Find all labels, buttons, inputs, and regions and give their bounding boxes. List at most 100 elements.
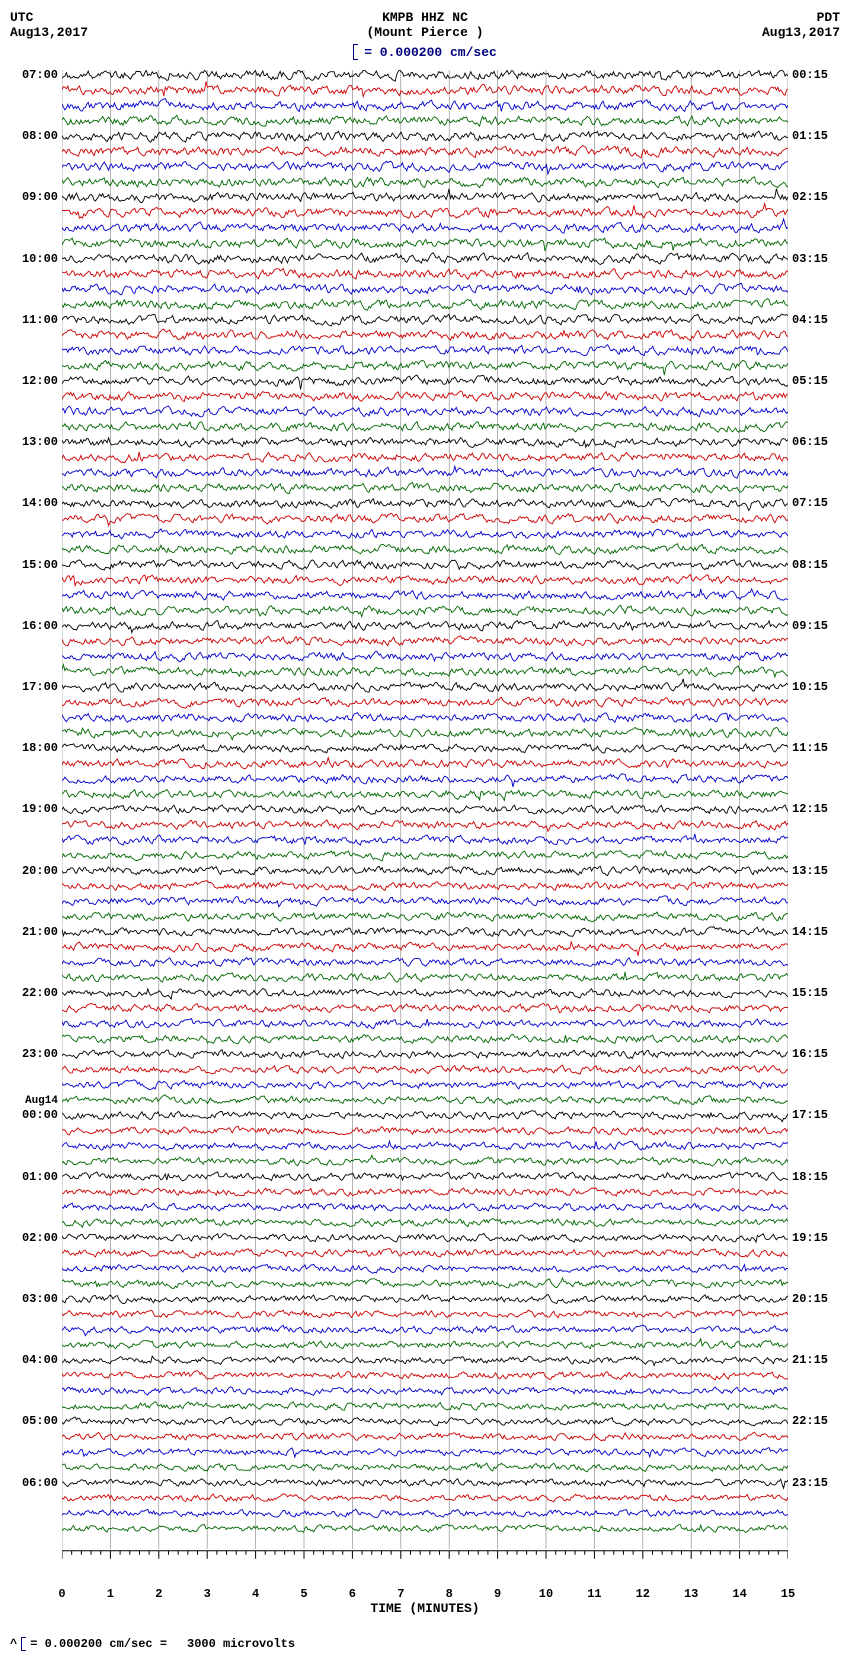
- pdt-hour: 13:15: [792, 865, 828, 877]
- seismic-trace: [62, 314, 788, 326]
- seismic-trace: [62, 466, 788, 478]
- utc-hour: 11:00: [22, 314, 58, 326]
- seismic-trace: [62, 896, 788, 907]
- seismic-trace: [62, 1233, 788, 1242]
- pdt-hour: 18:15: [792, 1171, 828, 1183]
- x-axis-title: TIME (MINUTES): [370, 1601, 479, 1616]
- x-tick: 10: [539, 1587, 553, 1601]
- pdt-hour: 11:15: [792, 742, 828, 754]
- footer-text-1: = 0.000200 cm/sec =: [30, 1637, 167, 1651]
- x-tick: 11: [587, 1587, 601, 1601]
- seismic-trace: [62, 559, 788, 570]
- seismic-trace: [62, 1371, 788, 1380]
- seismic-trace: [62, 758, 788, 769]
- date-right-label: Aug13,2017: [740, 25, 840, 40]
- x-tick: 4: [252, 1587, 259, 1601]
- seismic-trace: [62, 1126, 788, 1135]
- seismic-trace: [62, 927, 788, 937]
- seismic-trace: [62, 1203, 788, 1211]
- pdt-hour: 10:15: [792, 681, 828, 693]
- seismic-trace: [62, 989, 788, 1000]
- station-location: (Mount Pierce ): [110, 25, 740, 40]
- seismic-trace: [62, 1065, 788, 1074]
- utc-hour: 10:00: [22, 253, 58, 265]
- seismic-trace: [62, 283, 788, 295]
- utc-hour: 03:00: [22, 1293, 58, 1305]
- seismic-trace: [62, 834, 788, 845]
- x-tick: 15: [781, 1587, 795, 1601]
- pdt-hour: 19:15: [792, 1232, 828, 1244]
- utc-hour: 20:00: [22, 865, 58, 877]
- seismic-trace: [62, 1019, 788, 1029]
- seismic-trace: [62, 1509, 788, 1517]
- pdt-hour: 16:15: [792, 1048, 828, 1060]
- x-tick: 6: [349, 1587, 356, 1601]
- seismic-trace: [62, 1111, 788, 1122]
- seismic-trace: [62, 1188, 788, 1196]
- seismic-trace: [62, 1310, 788, 1318]
- pdt-hour: 04:15: [792, 314, 828, 326]
- seismic-trace: [62, 238, 788, 251]
- seismic-trace: [62, 881, 788, 891]
- seismic-trace: [62, 452, 788, 463]
- utc-hour: 09:00: [22, 191, 58, 203]
- seismic-trace: [62, 805, 788, 815]
- seismic-trace: [62, 161, 788, 174]
- utc-hour: 08:00: [22, 130, 58, 142]
- x-tick: 3: [204, 1587, 211, 1601]
- seismic-trace: [62, 345, 788, 356]
- seismic-trace: [62, 299, 788, 311]
- seismic-trace: [62, 544, 788, 555]
- seismic-trace: [62, 1141, 788, 1150]
- seismic-trace: [62, 498, 788, 510]
- seismic-trace: [62, 774, 788, 787]
- seismic-trace: [62, 1034, 788, 1044]
- seismic-trace: [62, 789, 788, 800]
- seismic-trace: [62, 1249, 788, 1259]
- x-axis: TIME (MINUTES) 0123456789101112131415: [62, 1573, 788, 1617]
- seismic-trace: [62, 483, 788, 494]
- footer-scale: ^ = 0.000200 cm/sec = 3000 microvolts: [10, 1637, 840, 1651]
- seismic-trace: [62, 1172, 788, 1181]
- date-left-label: Aug13,2017: [10, 25, 110, 40]
- scale-tick-icon: [353, 44, 358, 60]
- pdt-hour-labels: 00:1501:1502:1503:1504:1505:1506:1507:15…: [790, 70, 840, 1549]
- seismic-trace: [62, 1050, 788, 1059]
- seismic-trace: [62, 713, 788, 723]
- seismic-trace: [62, 972, 788, 982]
- scale-text: = 0.000200 cm/sec: [364, 45, 497, 60]
- pdt-hour: 22:15: [792, 1415, 828, 1427]
- pdt-hour: 07:15: [792, 497, 828, 509]
- seismic-trace: [62, 438, 788, 448]
- pdt-hour: 03:15: [792, 253, 828, 265]
- seismic-trace: [62, 115, 788, 126]
- seismic-trace: [62, 406, 788, 417]
- utc-hour: 07:00: [22, 69, 58, 81]
- seismic-trace: [62, 1479, 788, 1489]
- utc-hour: 13:00: [22, 436, 58, 448]
- seismic-trace: [62, 744, 788, 753]
- seismic-trace: [62, 651, 788, 662]
- seismic-trace: [62, 146, 788, 158]
- seismic-trace: [62, 1402, 788, 1411]
- x-tick: 8: [446, 1587, 453, 1601]
- pdt-hour: 00:15: [792, 69, 828, 81]
- seismic-trace: [62, 1155, 788, 1166]
- seismogram-svg: [62, 70, 788, 1569]
- tz-right-label: PDT: [740, 10, 840, 25]
- x-tick: 5: [300, 1587, 307, 1601]
- seismic-trace: [62, 679, 788, 693]
- seismic-trace: [62, 1325, 788, 1336]
- seismic-trace: [62, 1387, 788, 1396]
- utc-hour: 01:00: [22, 1171, 58, 1183]
- seismic-trace: [62, 728, 788, 740]
- seismic-trace: [62, 636, 788, 646]
- x-tick: 14: [732, 1587, 746, 1601]
- utc-hour: 02:00: [22, 1232, 58, 1244]
- utc-hour: 06:00: [22, 1477, 58, 1489]
- utc-hour: 16:00: [22, 620, 58, 632]
- x-tick: 13: [684, 1587, 698, 1601]
- seismic-trace: [62, 1218, 788, 1227]
- seismic-trace: [62, 820, 788, 831]
- seismic-trace: [62, 219, 788, 233]
